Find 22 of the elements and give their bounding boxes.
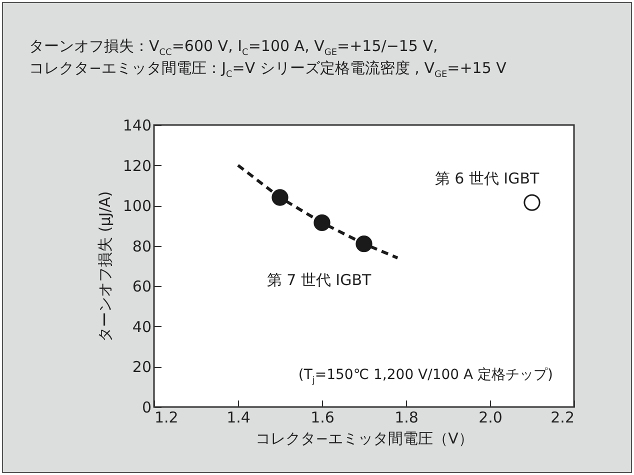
y-tick-label: 20 <box>132 358 152 376</box>
y-tick-label: 0 <box>142 398 152 416</box>
chart-title: ターンオフ損失：V$_{CC}$=600 V, I$_{C}$=100 A, V$_{GE}$=+15/−15 V, <box>29 37 438 58</box>
x-tick-label: 2.2 <box>550 408 574 426</box>
annotation: 第 7 世代 IGBT <box>266 270 372 289</box>
x-tick-label: 1.8 <box>394 408 418 426</box>
y-tick-label: 80 <box>132 237 152 256</box>
y-axis-title: ターンオフ損失 (μJ/A) <box>96 191 114 342</box>
y-tick-label: 60 <box>132 278 152 296</box>
annotation: 第 6 世代 IGBT <box>434 170 540 188</box>
x-tick-label: 2.0 <box>478 408 502 426</box>
x-axis-title: コレクタ−エミッタ間電圧（V） <box>256 430 474 448</box>
x-tick-label: 1.2 <box>154 408 178 426</box>
x-tick-label: 1.4 <box>226 408 250 426</box>
chart-subtitle: コレクタ−エミッタ間電圧：J$_{C}$=V シリーズ定格電流密度 , V$_{GE}$=+15 V <box>29 59 506 80</box>
line-series <box>236 164 400 260</box>
x-tick-label: 1.6 <box>310 408 334 426</box>
y-tick-label: 40 <box>132 318 152 336</box>
y-tick-label: 120 <box>122 156 152 175</box>
y-tick-label: 100 <box>122 197 152 216</box>
y-tick-label: 140 <box>122 116 152 134</box>
annotation: (T$_{j}$=150℃ 1,200 V/100 A 定格チップ) <box>298 366 553 386</box>
